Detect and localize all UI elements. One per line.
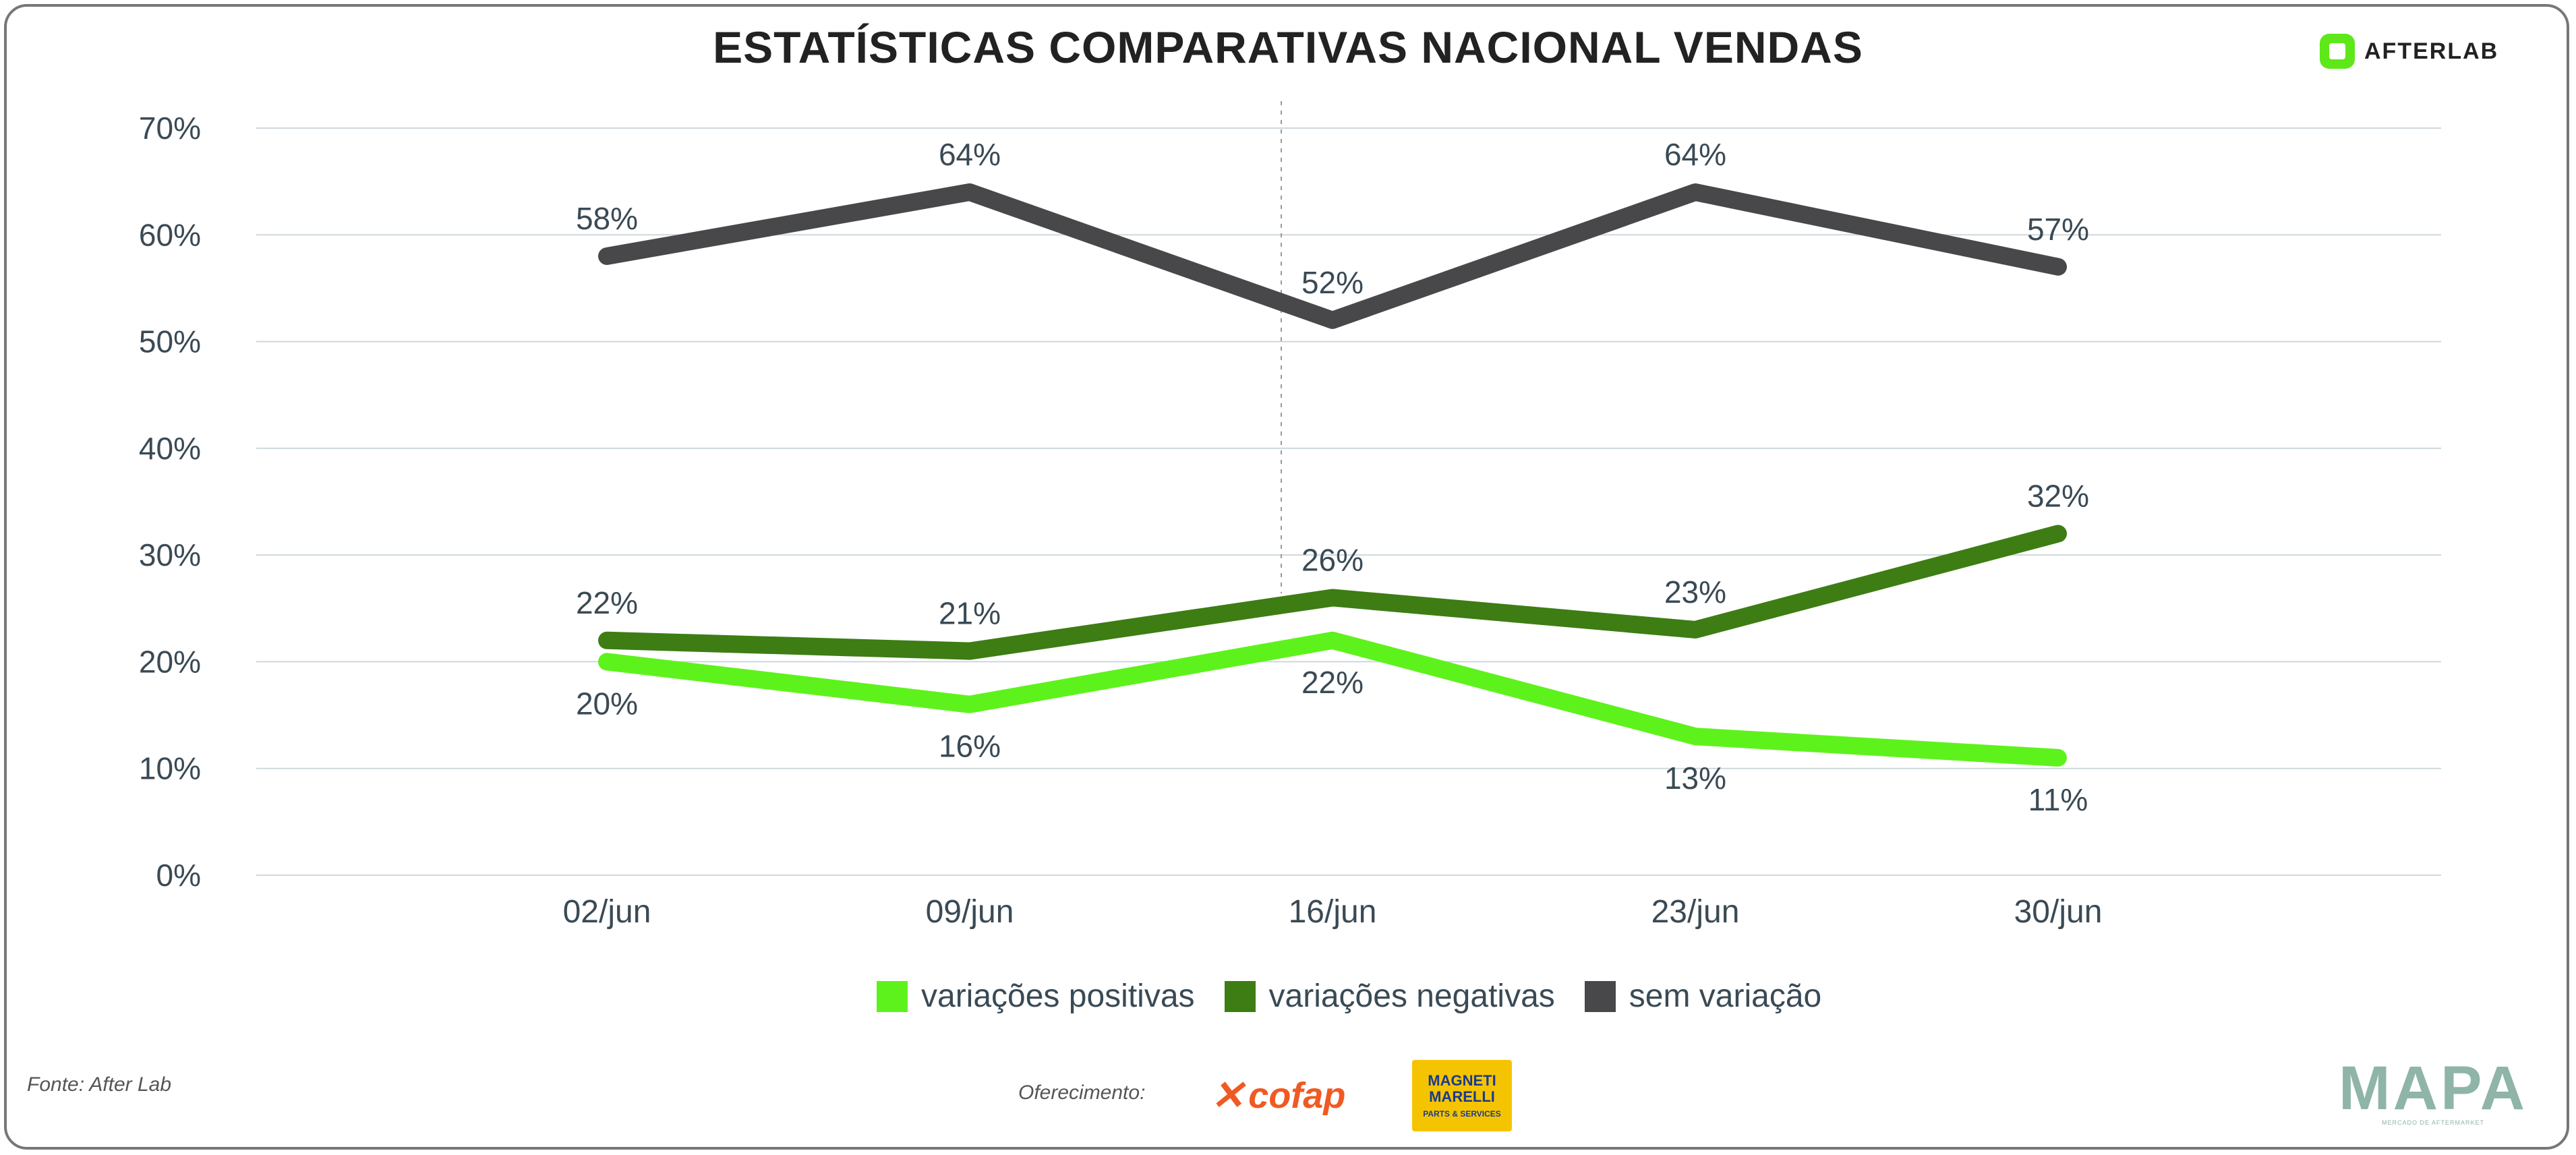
data-point: [2056, 755, 2060, 760]
data-label: 16%: [939, 729, 1001, 764]
cofap-logo: ✕ cofap: [1210, 1072, 1345, 1119]
x-tick-label: 23/jun: [1651, 894, 1740, 930]
y-tick-label: 0%: [156, 858, 201, 893]
legend-swatch-no-change: [1584, 980, 1616, 1012]
y-tick-label: 70%: [139, 111, 201, 146]
data-point: [605, 254, 609, 258]
afterlab-logo: AFTERLAB: [2320, 34, 2498, 69]
legend-label-positive: variações positivas: [921, 978, 1195, 1014]
x-tick-label: 02/jun: [563, 894, 651, 930]
afterlab-logo-icon: [2320, 34, 2355, 69]
x-tick-label: 09/jun: [926, 894, 1014, 930]
data-label: 22%: [576, 585, 638, 620]
data-label: 32%: [2027, 478, 2089, 513]
legend-label-no-change: sem variação: [1629, 978, 1822, 1014]
magneti-logo-line1: MAGNETI: [1428, 1072, 1496, 1089]
magneti-marelli-logo: MAGNETI MARELLI PARTS & SERVICES: [1412, 1060, 1512, 1131]
legend-swatch-positive: [877, 980, 908, 1012]
data-label: 20%: [576, 686, 638, 721]
mapa-logo: MAPA MERCADO DE AFTERMARKET: [2339, 1057, 2527, 1126]
legend-item-positive[interactable]: variações positivas: [877, 978, 1195, 1015]
data-label: 52%: [1301, 265, 1364, 300]
data-point: [968, 189, 972, 194]
series-lines: [598, 183, 2067, 767]
afterlab-logo-text: AFTERLAB: [2364, 38, 2499, 64]
data-point: [605, 638, 609, 643]
legend-item-negative[interactable]: variações negativas: [1224, 978, 1555, 1015]
data-label: 64%: [1664, 137, 1726, 172]
data-point: [1693, 627, 1697, 632]
data-labels: 20% 16% 22% 13% 11% 22% 21% 26% 23% 32% 58% 64% 52% 6…: [576, 137, 2089, 817]
y-tick-label: 60%: [139, 217, 201, 252]
data-label: 64%: [939, 137, 1001, 172]
magneti-logo-tag: PARTS & SERVICES: [1423, 1109, 1501, 1119]
data-label: 23%: [1664, 574, 1726, 610]
legend-item-no-change[interactable]: sem variação: [1584, 978, 1822, 1015]
cofap-logo-icon: ✕: [1210, 1073, 1245, 1118]
data-label: 13%: [1664, 761, 1726, 796]
y-tick-label: 50%: [139, 324, 201, 359]
data-label: 58%: [576, 201, 638, 236]
mapa-logo-tagline: MERCADO DE AFTERMARKET: [2382, 1119, 2485, 1126]
x-tick-label: 30/jun: [2014, 894, 2103, 930]
legend: variações positivas variações negativas …: [877, 978, 1821, 1015]
grid-lines: [256, 127, 2441, 876]
y-tick-label: 30%: [139, 537, 201, 572]
data-point: [1693, 189, 1697, 194]
magneti-logo-line2: MARELLI: [1429, 1088, 1495, 1105]
sponsor-note: Oferecimento:: [1018, 1082, 1146, 1104]
legend-swatch-negative: [1224, 980, 1256, 1012]
data-label: 21%: [939, 596, 1001, 631]
x-tick-label: 16/jun: [1289, 894, 1377, 930]
data-point: [968, 649, 972, 653]
data-point: [1330, 638, 1335, 643]
data-point: [1330, 595, 1335, 600]
series-line-2: [598, 183, 2067, 329]
mapa-logo-text: MAPA: [2339, 1054, 2528, 1123]
y-axis-ticks: 0% 10% 20% 30% 40% 50% 60% 70%: [139, 111, 201, 893]
data-point: [1693, 734, 1697, 739]
x-axis-ticks: 02/jun 09/jun 16/jun 23/jun 30/jun: [563, 894, 2103, 930]
y-tick-label: 40%: [139, 431, 201, 466]
chart-frame: [4, 4, 2569, 1150]
data-point: [605, 659, 609, 664]
data-label: 57%: [2027, 212, 2089, 247]
data-label: 11%: [2028, 782, 2088, 817]
data-point: [2056, 531, 2060, 536]
data-label: 22%: [1301, 665, 1364, 700]
y-tick-label: 10%: [139, 751, 201, 786]
legend-label-negative: variações negativas: [1268, 978, 1555, 1014]
data-point: [2056, 264, 2060, 269]
cofap-logo-text: cofap: [1248, 1075, 1346, 1116]
data-point: [1330, 318, 1335, 322]
chart-title: ESTATÍSTICAS COMPARATIVAS NACIONAL VENDA…: [713, 22, 1863, 72]
source-note: Fonte: After Lab: [27, 1073, 172, 1096]
data-label: 26%: [1301, 542, 1364, 577]
data-point: [968, 702, 972, 707]
y-tick-label: 20%: [139, 644, 201, 679]
